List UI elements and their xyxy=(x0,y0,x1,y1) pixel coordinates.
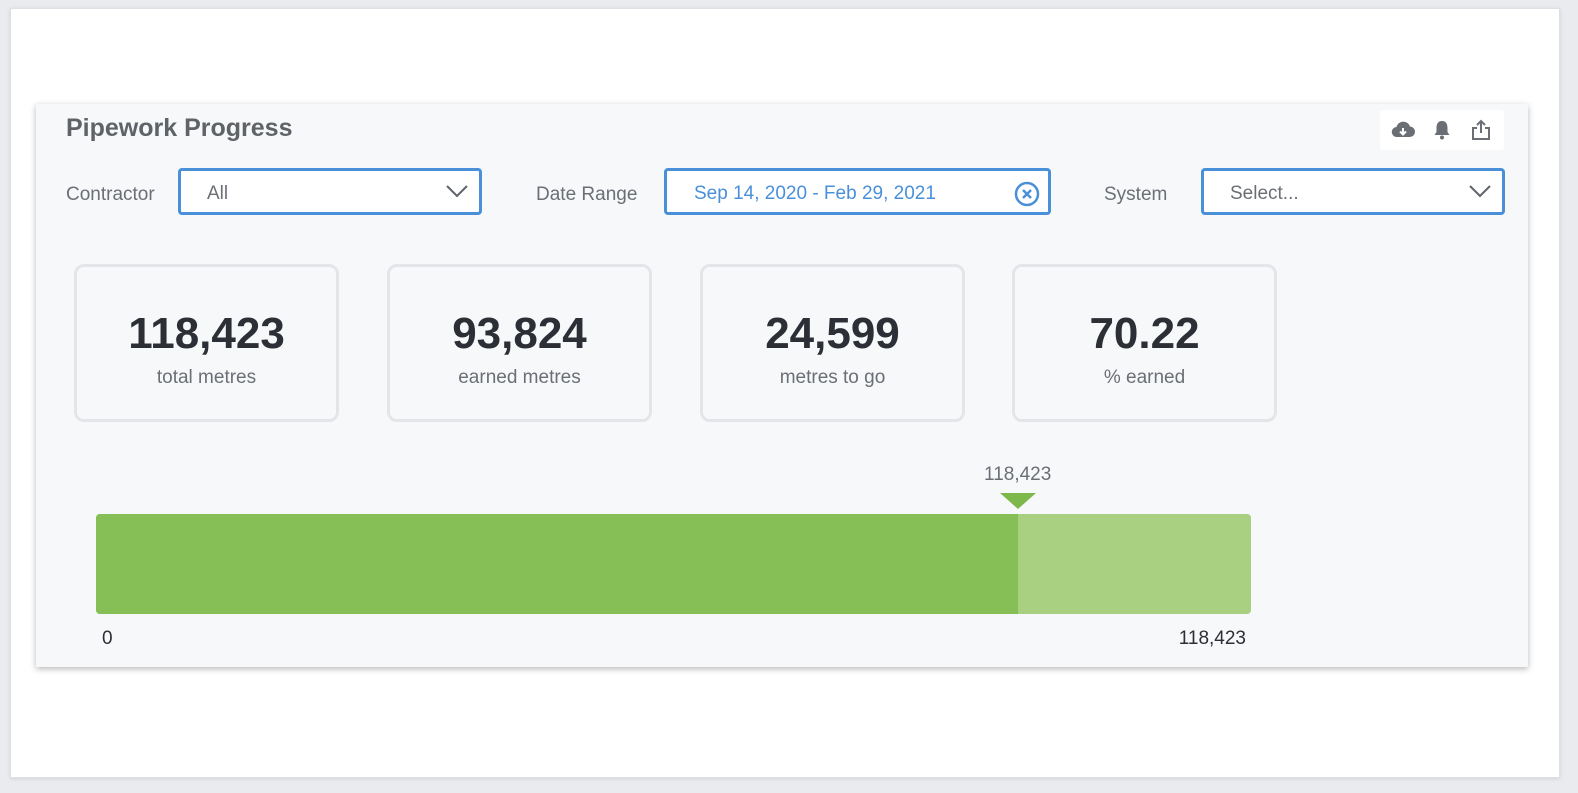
progress-bar-track xyxy=(96,514,1251,614)
system-placeholder: Select... xyxy=(1230,183,1299,204)
kpi-earned-metres: 93,824 earned metres xyxy=(387,264,652,422)
widget-toolbar xyxy=(1380,110,1504,150)
widget-title: Pipework Progress xyxy=(66,114,293,142)
system-label: System xyxy=(1104,184,1168,205)
contractor-value: All xyxy=(207,183,229,204)
chevron-down-icon xyxy=(1468,183,1492,205)
target-marker-label: 118,423 xyxy=(984,464,1052,485)
cloud-download-icon[interactable] xyxy=(1389,116,1417,144)
kpi-value: 118,423 xyxy=(128,309,285,358)
axis-min-label: 0 xyxy=(102,628,113,649)
kpi-total-metres: 118,423 total metres xyxy=(74,264,339,422)
kpi-label: metres to go xyxy=(779,367,886,388)
kpi-value: 70.22 xyxy=(1089,309,1200,358)
pipework-progress-widget: Pipework Progress Contractor All Date Ra… xyxy=(36,104,1528,667)
progress-bar xyxy=(96,514,1251,614)
kpi-value: 24,599 xyxy=(765,309,900,358)
date-range-input[interactable]: Sep 14, 2020 - Feb 29, 2021 xyxy=(664,168,1051,215)
kpi-label: total metres xyxy=(156,367,257,388)
chevron-down-icon xyxy=(445,183,469,205)
bell-icon[interactable] xyxy=(1428,116,1456,144)
kpi-label: % earned xyxy=(1103,367,1186,388)
contractor-label: Contractor xyxy=(66,184,155,205)
kpi-label: earned metres xyxy=(458,367,581,388)
kpi-metres-to-go: 24,599 metres to go xyxy=(700,264,965,422)
kpi-percent-earned: 70.22 % earned xyxy=(1012,264,1277,422)
progress-bar-fill xyxy=(96,514,1018,614)
share-icon[interactable] xyxy=(1467,116,1495,144)
axis-max-label: 118,423 xyxy=(1178,628,1246,649)
target-marker xyxy=(999,493,1036,509)
clear-icon[interactable] xyxy=(1014,181,1040,213)
system-select[interactable]: Select... xyxy=(1201,168,1505,215)
date-range-value: Sep 14, 2020 - Feb 29, 2021 xyxy=(694,183,936,204)
kpi-value: 93,824 xyxy=(452,309,587,358)
contractor-select[interactable]: All xyxy=(178,168,482,215)
date-range-label: Date Range xyxy=(536,184,638,205)
